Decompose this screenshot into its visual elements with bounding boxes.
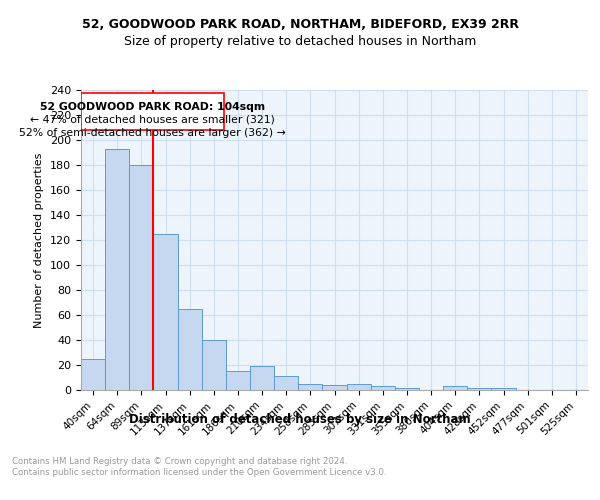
Text: 52% of semi-detached houses are larger (362) →: 52% of semi-detached houses are larger (… [19, 128, 286, 138]
Text: Contains HM Land Registry data © Crown copyright and database right 2024.
Contai: Contains HM Land Registry data © Crown c… [12, 458, 386, 477]
Bar [491, 388, 515, 390]
Bar [226, 371, 250, 390]
Text: Distribution of detached houses by size in Northam: Distribution of detached houses by size … [129, 412, 471, 426]
Bar [443, 386, 467, 390]
Bar [154, 234, 178, 390]
Bar [178, 308, 202, 390]
Bar [81, 359, 105, 390]
Bar [105, 149, 129, 390]
Text: 52, GOODWOOD PARK ROAD, NORTHAM, BIDEFORD, EX39 2RR: 52, GOODWOOD PARK ROAD, NORTHAM, BIDEFOR… [82, 18, 518, 30]
Bar [347, 384, 371, 390]
Bar [274, 376, 298, 390]
Y-axis label: Number of detached properties: Number of detached properties [34, 152, 44, 328]
Bar [395, 388, 419, 390]
Text: 52 GOODWOOD PARK ROAD: 104sqm: 52 GOODWOOD PARK ROAD: 104sqm [40, 102, 265, 113]
Bar [298, 384, 322, 390]
Bar [371, 386, 395, 390]
FancyBboxPatch shape [82, 92, 224, 130]
Bar [202, 340, 226, 390]
Text: Size of property relative to detached houses in Northam: Size of property relative to detached ho… [124, 35, 476, 48]
Bar [129, 165, 154, 390]
Bar [250, 366, 274, 390]
Bar [467, 388, 491, 390]
Bar [322, 385, 347, 390]
Text: ← 47% of detached houses are smaller (321): ← 47% of detached houses are smaller (32… [30, 115, 275, 125]
